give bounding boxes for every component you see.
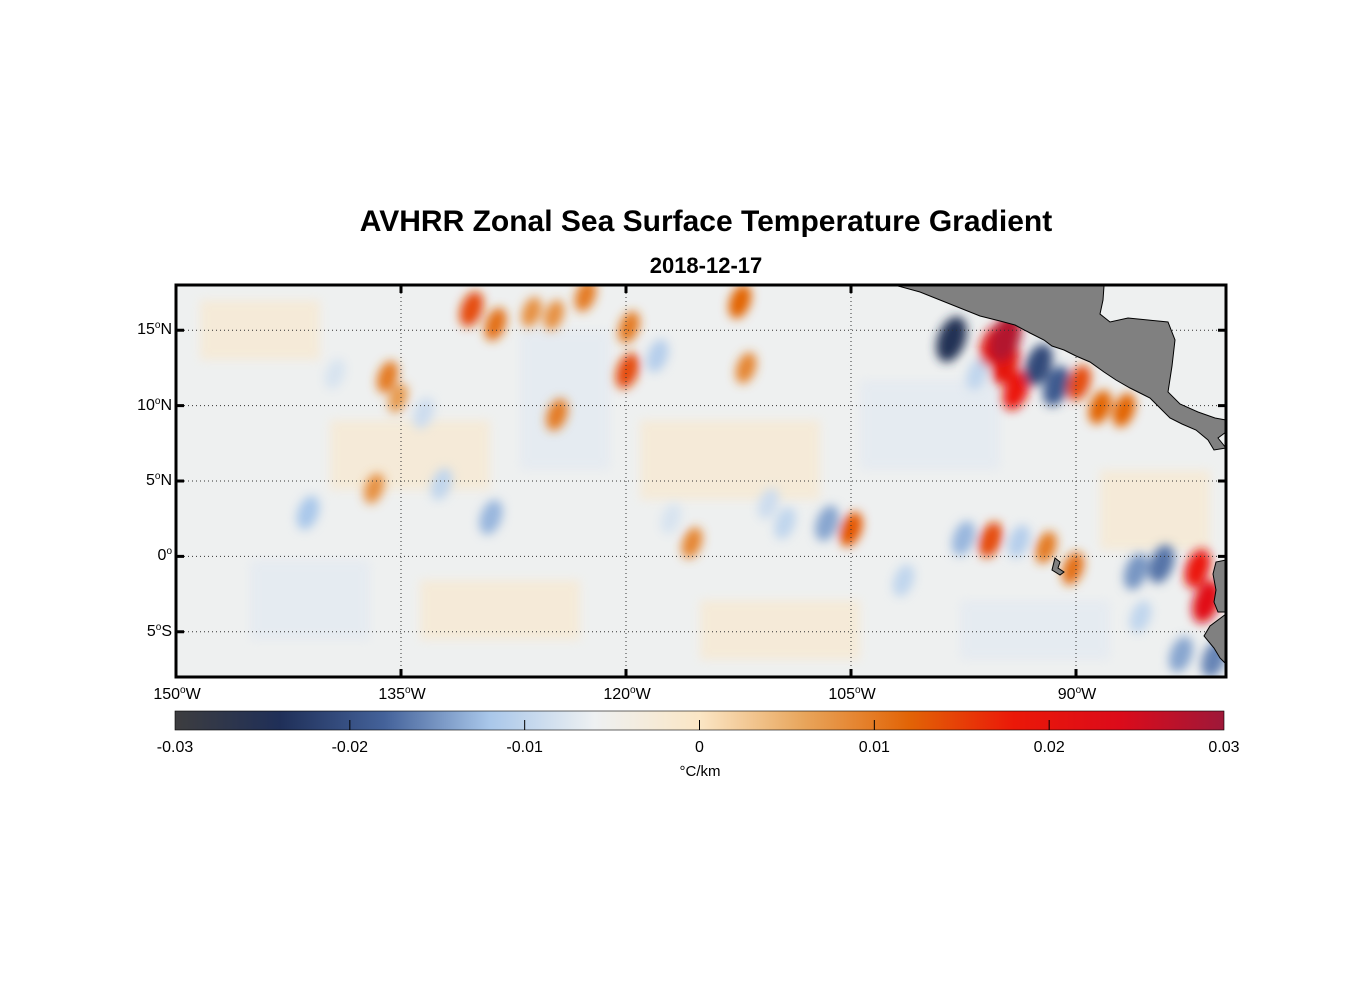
sst-gradient-feature — [1192, 580, 1221, 623]
sst-gradient-feature — [1184, 548, 1211, 589]
sst-gradient-feature — [978, 522, 1003, 558]
graticule — [176, 285, 1226, 677]
sst-gradient-feature — [376, 360, 399, 393]
colorbar-tick-label: -0.02 — [331, 739, 369, 756]
colorbar-units: °C/km — [679, 763, 721, 780]
sst-gradient-feature — [989, 313, 1022, 362]
lon-label: 150oW — [153, 685, 201, 703]
sst-gradient-feature — [479, 499, 503, 535]
sst-gradient-feature — [1112, 393, 1136, 428]
sst-gradient-feature — [1024, 343, 1053, 386]
sst-gradient-feature — [484, 307, 507, 341]
sst-gradient-feature — [735, 352, 757, 384]
sst-gradient-feature — [1035, 531, 1057, 564]
sst-gradient-feature — [430, 468, 453, 501]
sst-gradient-feature — [459, 291, 484, 327]
sst-gradient-feature — [543, 300, 565, 331]
colorbar-tick-label: 0.01 — [858, 739, 890, 756]
sst-gradient-feature — [646, 339, 669, 373]
figure-date: 2018-12-17 — [649, 253, 763, 278]
background-texture — [200, 300, 1210, 660]
figure-title: AVHRR Zonal Sea Surface Temperature Grad… — [359, 205, 1053, 238]
sst-gradient-feature — [618, 311, 640, 344]
land-south-america — [1212, 559, 1226, 613]
sst-gradient-feature — [892, 564, 915, 597]
lon-label: 105oW — [828, 685, 876, 703]
sst-gradient-feature — [681, 527, 703, 559]
colorbar-ticks — [349, 720, 1050, 730]
sst-gradient-feature — [324, 358, 346, 390]
map-panel — [176, 285, 1226, 677]
sst-gradient-feature — [728, 285, 752, 319]
colorbar-tick-label: 0.03 — [1208, 739, 1240, 756]
map-frame — [174, 283, 1228, 679]
land-peru-coast — [1203, 613, 1226, 665]
sst-gradient-feature — [1148, 544, 1175, 584]
sst-gradient-feature — [660, 503, 682, 534]
colorbar-tick-label: 0.02 — [1033, 739, 1065, 756]
colorbar-tick-label: -0.03 — [156, 739, 194, 756]
gradient-features-layer — [296, 285, 1226, 677]
sst-gradient-feature — [951, 520, 976, 556]
colorbar — [174, 710, 1225, 731]
colorbar-tick-label: -0.01 — [506, 739, 543, 756]
sst-gradient-feature — [1007, 524, 1031, 558]
lat-label: 5oS — [146, 621, 172, 640]
sst-gradient-feature — [1169, 636, 1193, 673]
lon-label: 135oW — [378, 685, 426, 703]
land-galapagos — [1051, 557, 1065, 576]
sst-gradient-feature — [1002, 370, 1030, 411]
sst-gradient-feature — [1043, 365, 1070, 407]
sst-gradient-feature — [388, 383, 408, 413]
lat-label: 10oN — [137, 395, 172, 414]
sst-gradient-feature — [966, 357, 988, 390]
sst-gradient-feature — [1061, 551, 1085, 585]
sst-gradient-feature — [296, 495, 320, 530]
sst-gradient-feature — [774, 507, 796, 540]
sst-gradient-feature — [1129, 600, 1152, 633]
colorbar-tick-label: 0 — [695, 739, 704, 756]
sst-gradient-feature — [815, 505, 839, 542]
sst-gradient-feature — [758, 488, 779, 520]
land-mexico-central-america — [897, 285, 1226, 451]
sst-gradient-feature — [1123, 553, 1149, 590]
lat-label: 0o — [157, 546, 172, 565]
land-layer — [897, 285, 1226, 665]
lat-label: 15oN — [137, 320, 172, 339]
sst-gradient-feature — [1067, 365, 1091, 401]
sst-gradient-feature — [574, 285, 597, 312]
sst-gradient-feature — [615, 353, 640, 389]
sst-gradient-feature — [936, 316, 967, 363]
sst-gradient-feature — [546, 398, 568, 431]
lat-label: 5oN — [145, 471, 172, 489]
sst-gradient-feature — [521, 297, 542, 328]
lon-label: 120oW — [603, 685, 651, 703]
sst-gradient-feature — [1088, 390, 1112, 425]
lon-label: 90oW — [1057, 685, 1097, 703]
